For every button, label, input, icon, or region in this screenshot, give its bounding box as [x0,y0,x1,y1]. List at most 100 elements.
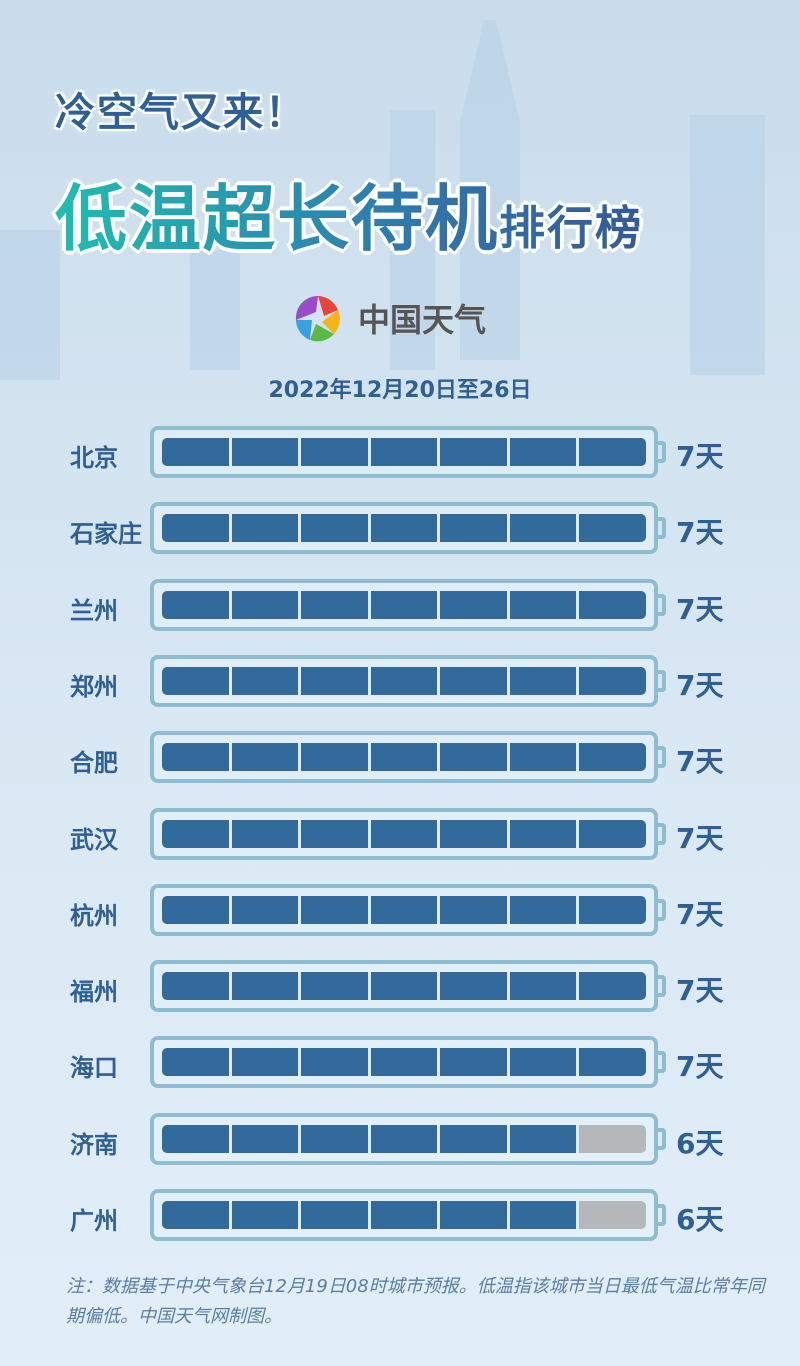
battery-outline [150,578,658,631]
bar-segment-filled [162,666,229,695]
battery-fill [162,590,646,619]
bar-segment-filled [231,514,299,543]
chart-row: 海口 7天 [0,1036,800,1089]
chart-row: 福州 7天 [0,960,800,1013]
bar-segment-filled [162,438,229,466]
bar-segment-filled [440,666,507,695]
bar-segment-filled [509,895,577,924]
bar-segment-filled [370,743,438,772]
logo-text: 中国天气 [358,301,487,339]
bar-segment-filled [162,1048,229,1077]
battery-terminal [656,441,666,463]
bar-segment-filled [231,1124,299,1153]
value-label: 7天 [676,974,724,1008]
battery-outline [150,426,658,478]
battery-terminal [656,1204,666,1226]
bar-segment-filled [579,895,646,924]
footnote: 注：数据基于中央气象台12月19日08时城市预报。低温指该城市当日最低气温比常年… [66,1276,765,1327]
battery-fill [162,666,646,695]
bar-segment-filled [231,438,299,466]
category-label: 郑州 [70,672,118,701]
battery-outline [150,807,658,860]
battery-fill [162,743,646,772]
bar-segment-filled [301,590,368,619]
bar-segment-filled [509,743,577,772]
battery-outline [150,654,658,707]
bar-segment-filled [509,590,577,619]
bar-segment-filled [231,819,299,848]
value-label: 7天 [676,592,724,626]
value-label: 7天 [676,440,724,473]
bar-segment-filled [162,514,229,543]
battery-outline [150,1112,658,1165]
bar-segment-filled [301,1048,368,1077]
battery-terminal [656,822,666,845]
chart-row: 郑州 7天 [0,654,800,707]
battery-fill [162,1124,646,1153]
value-label: 7天 [676,821,724,855]
bar-segment-filled [231,1201,299,1229]
bar-segment-filled [301,1201,368,1229]
chart-row: 武汉 7天 [0,807,800,860]
bar-segment-filled [509,438,577,466]
battery-terminal [656,517,666,540]
battery-terminal [656,1051,666,1074]
bar-segment-filled [440,895,507,924]
category-label: 广州 [70,1207,118,1235]
bar-segment-filled [370,666,438,695]
category-label: 石家庄 [70,520,142,549]
bar-segment-filled [231,590,299,619]
building-illustration [690,115,765,375]
chart-row: 石家庄 7天 [0,502,800,555]
bar-segment-filled [370,1201,438,1229]
title-suffix: 排行榜 [499,201,644,255]
value-label: 7天 [676,897,724,931]
bar-segment-filled [162,1124,229,1153]
value-label: 7天 [676,516,724,550]
date-range: 2022年12月20日至26日 [268,378,532,403]
bar-segment-filled [231,895,299,924]
bar-segment-filled [370,972,438,1001]
bar-segment-filled [162,590,229,619]
bar-segment-filled [579,1048,646,1077]
value-label: 7天 [676,1050,724,1084]
bar-segment-filled [301,895,368,924]
battery-fill [162,819,646,848]
bar-segment-filled [162,972,229,1001]
bar-segment-filled [162,1201,229,1229]
category-label: 兰州 [70,596,118,625]
building-illustration [390,110,435,370]
battery-terminal [656,669,666,692]
pinwheel-logo-icon [295,295,340,342]
bar-segment-filled [579,972,646,1001]
value-label: 7天 [676,668,724,702]
battery-fill [162,972,646,1001]
category-label: 杭州 [70,901,118,930]
bar-segment-empty [579,1124,646,1153]
bar-segment-filled [301,972,368,1001]
battery-outline [150,1036,658,1089]
bar-segment-filled [440,514,507,543]
battery-fill [162,1048,646,1077]
battery-outline [150,502,658,555]
bar-segment-filled [440,1201,507,1229]
bar-segment-filled [440,1124,507,1153]
bar-segment-filled [370,819,438,848]
bar-segment-filled [162,743,229,772]
bar-segment-filled [301,819,368,848]
bar-segment-filled [231,1048,299,1077]
bar-segment-filled [440,972,507,1001]
category-label: 济南 [70,1130,118,1159]
bar-segment-filled [440,819,507,848]
bar-segment-filled [509,1048,577,1077]
battery-fill [162,514,646,543]
title-main: 低温超长待机 [55,177,500,261]
category-label: 海口 [70,1054,118,1083]
bar-segment-filled [370,514,438,543]
bar-segment-empty [579,1201,646,1229]
bar-segment-filled [579,743,646,772]
bar-segment-filled [301,1124,368,1153]
chart-row: 兰州 7天 [0,578,800,631]
value-label: 7天 [676,745,724,779]
